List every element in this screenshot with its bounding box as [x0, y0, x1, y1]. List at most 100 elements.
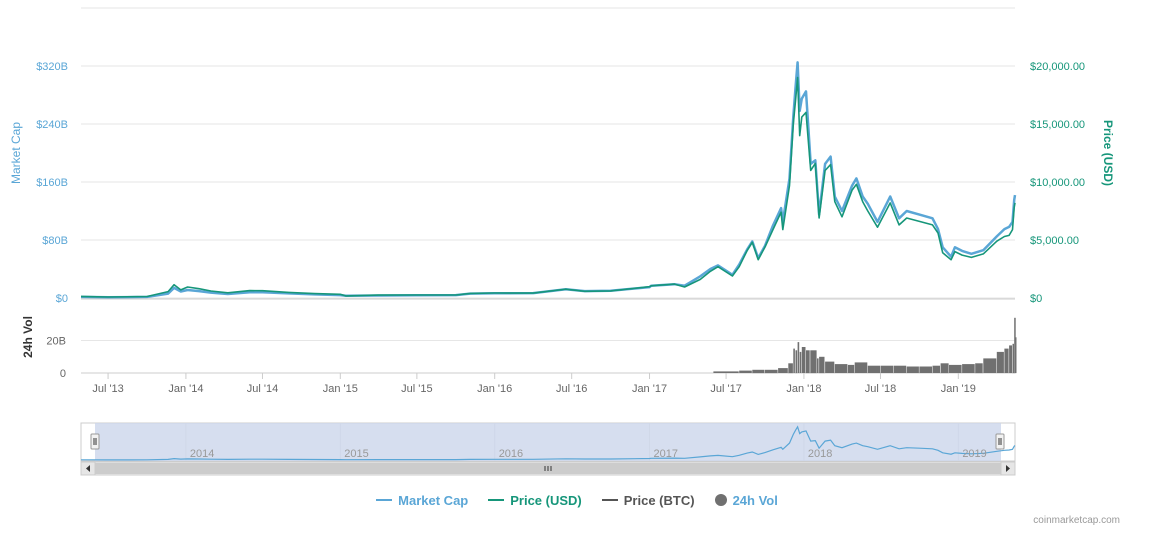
- volume-bar: [847, 364, 855, 373]
- x-tick-label: Jul '16: [556, 383, 587, 395]
- navigator-left-handle[interactable]: [90, 433, 100, 450]
- legend-item-volume[interactable]: 24h Vol: [714, 492, 778, 508]
- volume-bar: [919, 366, 932, 373]
- price-tick-label: $10,000.00: [1030, 177, 1085, 189]
- volume-bar: [1015, 337, 1017, 374]
- volume-bar: [739, 370, 752, 373]
- arrow-left-icon: [86, 465, 90, 472]
- x-tick-label: Jul '14: [247, 383, 278, 395]
- market-cap-axis-ticks: $0 $80B $160B $240B $320B: [36, 61, 68, 305]
- volume-bar: [793, 348, 795, 373]
- volume-bar: [975, 363, 983, 374]
- market-cap-axis-title: Market Cap: [9, 122, 23, 184]
- price-axis-ticks: $0 $5,000.00 $10,000.00 $15,000.00 $20,000.0…: [1030, 61, 1085, 305]
- x-tick-label: Jan '18: [786, 383, 821, 395]
- x-tick-label: Jan '15: [323, 383, 358, 395]
- volume-bar: [880, 365, 894, 373]
- x-axis-ticks: Jul '13 Jan '14 Jul '14 Jan '15 Jul '15 Jan '…: [92, 373, 976, 395]
- volume-bar: [867, 365, 880, 373]
- price-axis-title: Price (USD): [1101, 120, 1115, 186]
- volume-bar: [795, 350, 798, 374]
- volume-bar: [752, 369, 765, 374]
- volume-bar: [810, 350, 817, 374]
- price-tick-label: $0: [1030, 293, 1042, 305]
- arrow-right-icon: [1006, 465, 1010, 472]
- scroll-left-button[interactable]: [80, 461, 96, 476]
- volume-axis-title: 24h Vol: [21, 316, 35, 358]
- volume-tick-label: 20B: [46, 336, 66, 348]
- volume-bar: [825, 361, 835, 373]
- navigator-year-label: 2019: [962, 448, 986, 460]
- legend-label-price-usd: Price (USD): [510, 492, 582, 508]
- volume-bar: [1009, 345, 1012, 373]
- legend-item-price-btc[interactable]: Price (BTC): [601, 492, 695, 508]
- scroll-right-button[interactable]: [1000, 461, 1016, 476]
- price-usd-line: [80, 76, 1016, 298]
- gridlines: [81, 7, 1015, 300]
- volume-bar: [797, 342, 800, 373]
- navigator-year-labels: 2014 2015 2016 2017 2018 2019: [190, 448, 987, 460]
- x-tick-label: Jul '15: [401, 383, 432, 395]
- navigator-selection[interactable]: [95, 423, 1001, 461]
- volume-bar: [854, 362, 868, 373]
- legend-label-market-cap: Market Cap: [398, 492, 469, 508]
- navigator-right-handle[interactable]: [995, 433, 1005, 450]
- legend-item-market-cap[interactable]: Market Cap: [376, 493, 468, 508]
- scrollbar[interactable]: [80, 461, 1016, 476]
- volume-bar: [801, 347, 806, 373]
- volume-bar: [806, 350, 810, 374]
- market-cap-line: [80, 61, 1017, 299]
- x-tick-label: Jan '17: [632, 383, 667, 395]
- market-cap-swatch-icon: [376, 499, 393, 501]
- market-cap-tick-label: $0: [56, 293, 68, 305]
- legend-label-price-btc: Price (BTC): [623, 492, 695, 508]
- volume-bar: [819, 356, 825, 374]
- navigator-year-label: 2016: [499, 448, 523, 460]
- volume-bar: [778, 368, 788, 373]
- price-tick-label: $15,000.00: [1030, 119, 1085, 131]
- volume-bar: [1004, 348, 1009, 373]
- volume-bars: [713, 317, 1017, 374]
- volume-tick-label: 0: [60, 368, 66, 380]
- navigator[interactable]: 2014 2015 2016 2017 2018 2019: [80, 422, 1016, 462]
- navigator-year-label: 2018: [808, 448, 832, 460]
- price-tick-label: $5,000.00: [1030, 235, 1079, 247]
- volume-bar: [1012, 343, 1014, 374]
- volume-bar: [893, 365, 907, 373]
- volume-bar: [765, 369, 778, 374]
- market-cap-tick-label: $160B: [36, 177, 68, 189]
- volume-bar: [817, 358, 819, 373]
- navigator-year-label: 2014: [190, 448, 214, 460]
- volume-bar: [834, 364, 848, 373]
- volume-bar: [996, 351, 1004, 373]
- x-tick-label: Jan '16: [477, 383, 512, 395]
- price-tick-label: $20,000.00: [1030, 61, 1085, 73]
- navigator-year-label: 2017: [654, 448, 678, 460]
- navigator-year-label: 2015: [344, 448, 368, 460]
- credits-link[interactable]: coinmarketcap.com: [1033, 515, 1120, 526]
- chart-legend: Market Cap Price (USD) Price (BTC) 24h V…: [0, 489, 1154, 511]
- market-cap-tick-label: $80B: [42, 235, 68, 247]
- price-usd-swatch-icon: [488, 499, 505, 501]
- x-tick-label: Jul '17: [710, 383, 741, 395]
- volume-bar: [932, 365, 940, 373]
- navigator-market-cap-line: [80, 425, 1016, 461]
- x-tick-label: Jan '14: [168, 383, 203, 395]
- market-cap-tick-label: $240B: [36, 119, 68, 131]
- volume-bar: [906, 366, 919, 373]
- volume-bar: [949, 364, 962, 373]
- legend-label-volume: 24h Vol: [732, 492, 778, 508]
- volume-bar: [940, 363, 949, 374]
- x-tick-label: Jul '13: [92, 383, 123, 395]
- volume-bar: [983, 358, 997, 373]
- x-tick-label: Jul '18: [865, 383, 896, 395]
- price-btc-swatch-icon: [601, 499, 618, 501]
- volume-bar: [962, 364, 975, 373]
- volume-bar: [788, 363, 793, 374]
- volume-axis-ticks: 0 20B: [46, 336, 66, 381]
- x-tick-label: Jan '19: [941, 383, 976, 395]
- volume-bar: [713, 371, 739, 373]
- scrollbar-grip-icon: [544, 466, 552, 471]
- legend-item-price-usd[interactable]: Price (USD): [488, 493, 582, 508]
